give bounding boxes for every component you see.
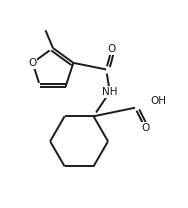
Text: O: O — [28, 58, 37, 68]
Text: O: O — [141, 123, 149, 133]
Text: OH: OH — [150, 96, 166, 106]
Text: O: O — [108, 44, 116, 54]
Text: NH: NH — [102, 87, 118, 97]
